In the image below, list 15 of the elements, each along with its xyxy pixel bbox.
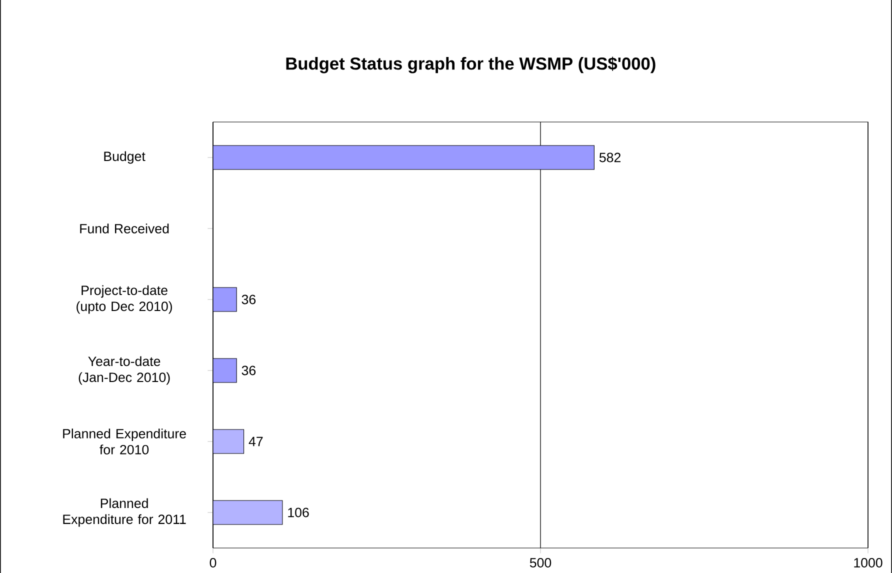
x-tick-label: 1000: [854, 558, 882, 568]
data-label: 582: [599, 152, 621, 162]
y-tick-label: Fund Received: [80, 224, 169, 234]
chart-title: Budget Status graph for the WSMP (US$'000): [286, 56, 656, 74]
x-tick-label: 0: [210, 558, 216, 568]
data-label: 36: [242, 366, 256, 376]
data-label: 47: [248, 436, 263, 446]
y-tick-label: Year-to-date (Jan-Dec 2010): [78, 356, 170, 385]
y-tick-label: Budget: [104, 151, 146, 164]
x-tick-label: 500: [530, 558, 552, 568]
data-label: 106: [288, 508, 309, 518]
data-label: 36: [242, 294, 256, 304]
y-tick-label: Planned Expenditure for 2010: [63, 428, 186, 454]
y-tick-label: Project-to-date (upto Dec 2010): [76, 285, 172, 314]
y-tick-label: Planned Expenditure for 2011: [63, 498, 186, 527]
